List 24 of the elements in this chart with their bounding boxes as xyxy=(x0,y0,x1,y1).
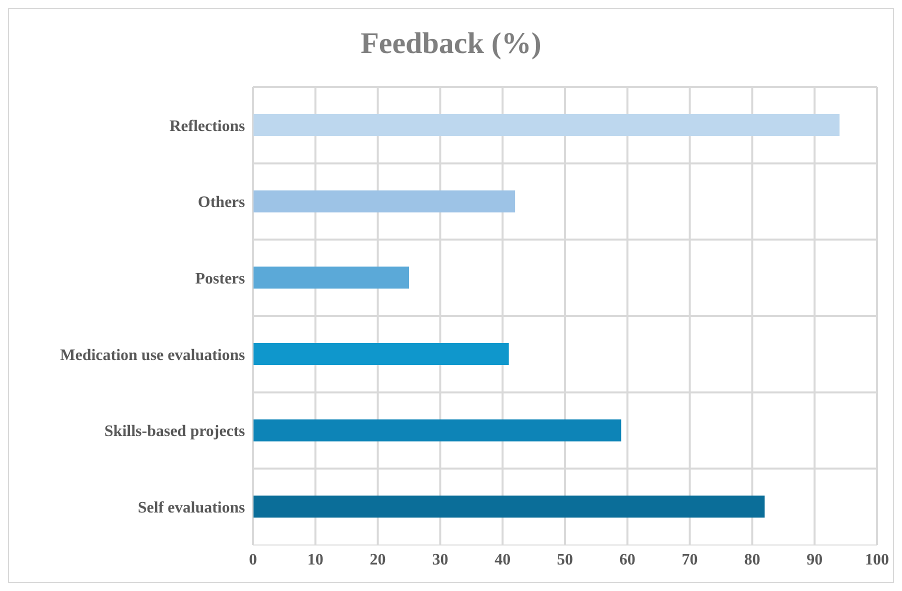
x-tick-label: 70 xyxy=(682,551,698,568)
y-tick-label: Posters xyxy=(195,270,245,288)
x-tick-label: 20 xyxy=(370,551,386,568)
y-tick-label: Reflections xyxy=(169,118,245,135)
y-tick-label: Skills-based projects xyxy=(104,423,245,440)
bar xyxy=(253,419,622,442)
bar xyxy=(253,190,516,212)
bar xyxy=(253,343,509,365)
x-tick-label: 100 xyxy=(865,551,889,568)
bar xyxy=(253,496,765,518)
x-tick-label: 30 xyxy=(432,551,448,568)
bar xyxy=(253,114,840,136)
y-tick-label: Medication use evaluations xyxy=(60,346,245,364)
y-tick-label: Others xyxy=(198,194,245,212)
chart-title: Feedback (%) xyxy=(360,26,542,62)
bar xyxy=(253,266,409,289)
x-tick-label: 60 xyxy=(619,551,636,568)
y-tick-label: Self evaluations xyxy=(138,500,245,517)
x-tick-label: 10 xyxy=(307,551,324,568)
x-tick-label: 90 xyxy=(806,551,823,568)
x-tick-label: 80 xyxy=(744,551,760,568)
x-tick-label: 50 xyxy=(557,551,573,568)
x-tick-label: 40 xyxy=(494,551,511,568)
x-tick-label: 0 xyxy=(249,551,257,568)
